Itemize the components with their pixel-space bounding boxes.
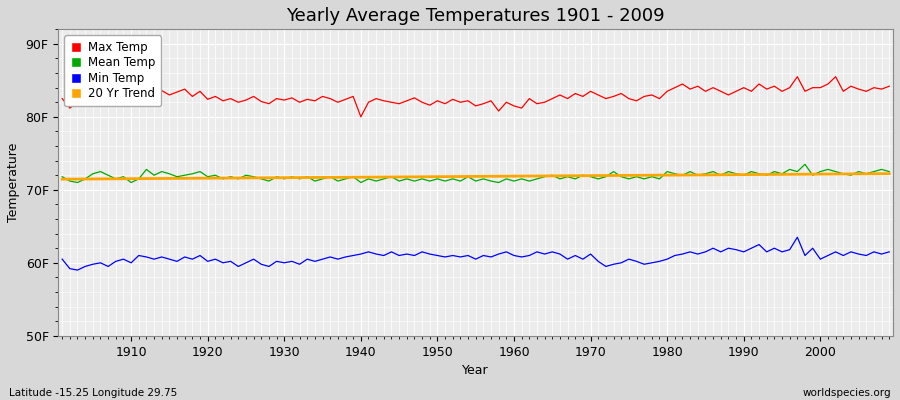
Text: Latitude -15.25 Longitude 29.75: Latitude -15.25 Longitude 29.75 [9, 388, 177, 398]
Title: Yearly Average Temperatures 1901 - 2009: Yearly Average Temperatures 1901 - 2009 [286, 7, 665, 25]
X-axis label: Year: Year [463, 364, 489, 377]
Text: worldspecies.org: worldspecies.org [803, 388, 891, 398]
Legend: Max Temp, Mean Temp, Min Temp, 20 Yr Trend: Max Temp, Mean Temp, Min Temp, 20 Yr Tre… [64, 35, 161, 106]
Y-axis label: Temperature: Temperature [7, 143, 20, 222]
